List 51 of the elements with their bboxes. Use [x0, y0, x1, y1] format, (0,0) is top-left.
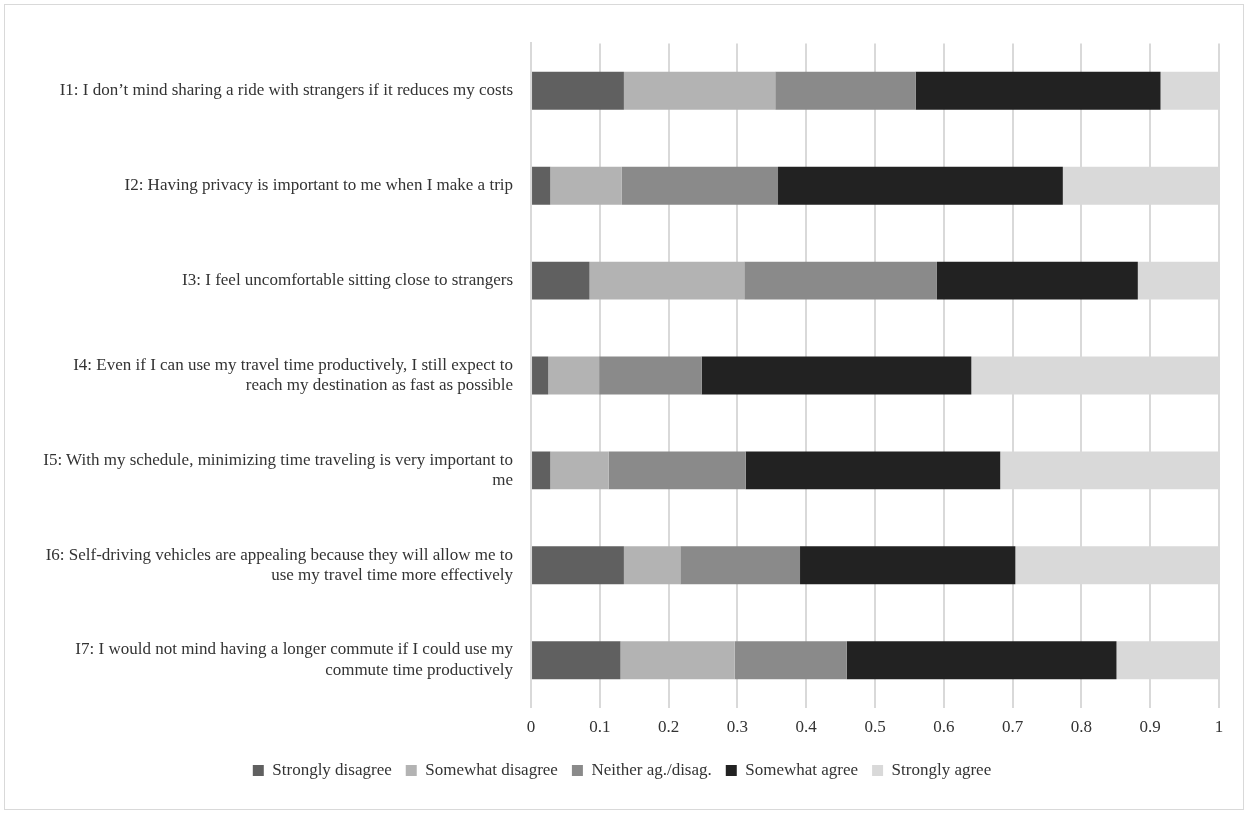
y-tick-label: I4: Even if I can use my travel time productively, I still expect to reach my destination as fast as possible	[73, 354, 514, 395]
x-tick-label: 0	[526, 717, 536, 737]
bar	[701, 356, 972, 395]
y-tick-label: I7: I would not mind having a longer commute if I could use my commute time productively	[75, 639, 514, 679]
bar	[548, 356, 600, 395]
x-tick-label: 0.6	[933, 717, 955, 737]
bar	[532, 166, 551, 205]
bar	[532, 261, 590, 300]
x-tick-label: 0.9	[1139, 717, 1161, 737]
x-tick-label: 0.2	[658, 717, 680, 737]
y-tick-label: I6: Self-driving vehicles are appealing because they will allow me to use my travel time more effectively	[45, 544, 514, 584]
bar	[550, 166, 622, 205]
y-tick-label: I3: I feel uncomfortable sitting close to strangers	[182, 270, 514, 290]
bar	[745, 451, 1001, 490]
x-tick-label: 0.5	[864, 717, 886, 737]
bar	[621, 166, 779, 205]
bar	[550, 451, 609, 490]
bar	[680, 546, 801, 585]
x-tick-label: 0.8	[1070, 717, 1093, 737]
y-tick-label: I1: I don’t mind sharing a ride with strangers if it reduces my costs	[59, 80, 514, 100]
bar	[915, 71, 1161, 110]
bar	[800, 546, 1016, 585]
x-tick-label: 0.1	[589, 717, 611, 737]
x-tick-label: 0.7	[1001, 717, 1024, 737]
bar	[532, 356, 549, 395]
bar	[620, 641, 735, 680]
y-tick-label: I5: With my schedule, minimizing time traveling is very important to me	[43, 449, 514, 490]
bar	[608, 451, 746, 490]
bar	[744, 261, 937, 300]
bar	[778, 166, 1063, 205]
bar	[599, 356, 702, 395]
bar	[589, 261, 745, 300]
bar	[532, 71, 624, 110]
bar	[775, 71, 916, 110]
bar	[734, 641, 847, 680]
bar	[532, 451, 551, 490]
legend-label: Somewhat disagree	[425, 759, 558, 779]
legend-label: Somewhat agree	[745, 759, 859, 779]
x-tick-label: 0.3	[726, 717, 749, 737]
legend-label: Strongly agree	[891, 759, 992, 779]
y-tick-label: I2: Having privacy is important to me when I make a trip	[124, 175, 514, 195]
x-tick-label: 1	[1214, 717, 1224, 737]
bar	[532, 641, 621, 680]
bar	[846, 641, 1117, 680]
bar	[936, 261, 1138, 300]
bar	[623, 546, 681, 585]
legend-label: Strongly disagree	[272, 759, 392, 779]
bar	[623, 71, 776, 110]
legend-label: Neither ag./disag.	[591, 759, 712, 779]
bar	[532, 546, 624, 585]
x-tick-label: 0.4	[795, 717, 818, 737]
